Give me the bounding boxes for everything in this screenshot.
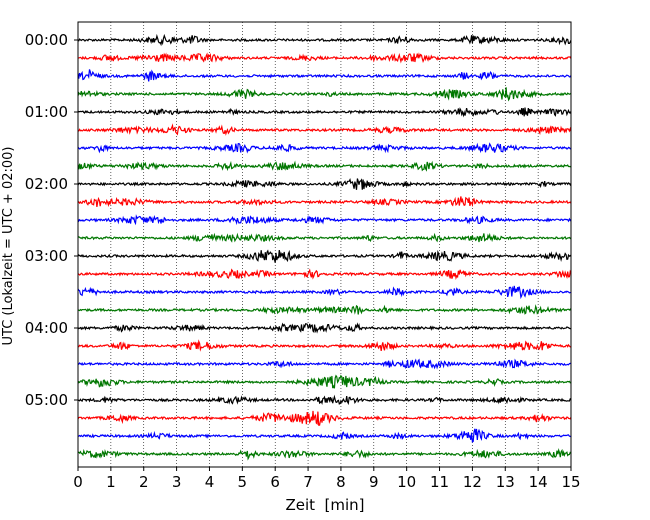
y-tick-label: 01:00 — [25, 103, 68, 121]
trace-0545 — [77, 447, 572, 461]
y-axis-label: UTC (Lokalzeit = UTC + 02:00) — [1, 147, 16, 346]
x-axis-label: Zeit [min] — [285, 496, 364, 514]
trace-0500 — [77, 394, 572, 406]
trace-0245 — [77, 232, 572, 243]
grid-lines — [110, 22, 539, 467]
y-tick-label: 04:00 — [25, 319, 68, 337]
y-tick-label: 00:00 — [25, 31, 68, 49]
trace-0300 — [77, 249, 572, 263]
x-tick-label: 5 — [238, 473, 248, 491]
x-axis-ticks: 0 1 2 3 4 5 6 7 8 9 10 11 12 13 14 15 — [73, 467, 581, 491]
trace-group — [77, 33, 572, 461]
trace-0515 — [77, 410, 572, 426]
x-tick-label: 2 — [139, 473, 149, 491]
y-tick-label: 05:00 — [25, 391, 68, 409]
y-axis-ticks: 00:00 01:00 02:00 03:00 04:00 05:00 — [25, 31, 78, 409]
x-tick-label: 10 — [397, 473, 416, 491]
y-tick-label: 03:00 — [25, 247, 68, 265]
plot-frame — [77, 21, 572, 468]
trace-0030 — [77, 69, 572, 82]
x-tick-label: 4 — [205, 473, 215, 491]
y-tick-label: 02:00 — [25, 175, 68, 193]
trace-0215 — [77, 196, 572, 208]
trace-0045 — [77, 87, 572, 102]
trace-0115 — [77, 123, 572, 136]
trace-0100 — [77, 107, 572, 118]
trace-0430 — [77, 358, 572, 370]
x-tick-label: 8 — [336, 473, 346, 491]
x-tick-label: 14 — [529, 473, 548, 491]
trace-0315 — [77, 268, 572, 280]
trace-0200 — [77, 177, 572, 190]
trace-0130 — [77, 142, 572, 154]
x-tick-label: 7 — [303, 473, 313, 491]
x-tick-label: 12 — [463, 473, 482, 491]
x-tick-label: 3 — [172, 473, 182, 491]
x-tick-label: 9 — [369, 473, 379, 491]
trace-0330 — [77, 285, 572, 300]
trace-0530 — [78, 428, 572, 443]
trace-0445 — [77, 374, 572, 389]
trace-0230 — [77, 214, 572, 226]
trace-0345 — [77, 304, 572, 315]
trace-0015 — [77, 52, 572, 64]
x-tick-label: 1 — [106, 473, 116, 491]
trace-0145 — [77, 160, 572, 172]
x-tick-label: 11 — [430, 473, 449, 491]
x-tick-label: 15 — [561, 473, 580, 491]
trace-0000 — [78, 33, 572, 47]
trace-0400 — [77, 322, 571, 334]
x-tick-label: 0 — [73, 473, 83, 491]
trace-0415 — [77, 339, 572, 352]
x-tick-label: 6 — [270, 473, 280, 491]
x-tick-label: 13 — [496, 473, 515, 491]
